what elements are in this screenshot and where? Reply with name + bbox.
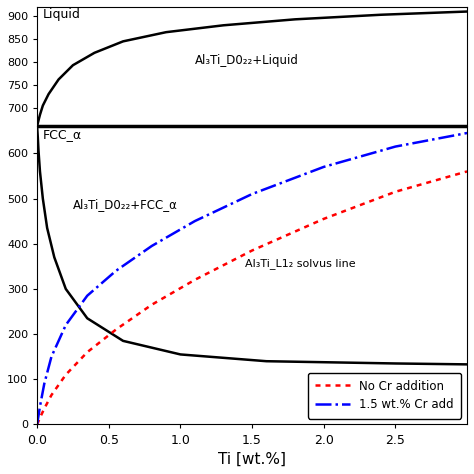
Text: Liquid: Liquid	[43, 9, 81, 21]
Text: Al₃Ti_L1₂ solvus line: Al₃Ti_L1₂ solvus line	[245, 258, 356, 269]
Text: FCC_α: FCC_α	[43, 128, 82, 140]
X-axis label: Ti [wt.%]: Ti [wt.%]	[218, 452, 286, 467]
Legend: No Cr addition, 1.5 wt.% Cr add: No Cr addition, 1.5 wt.% Cr add	[308, 373, 461, 419]
Text: Al₃Ti_D0₂₂+Liquid: Al₃Ti_D0₂₂+Liquid	[195, 55, 299, 67]
Text: Al₃Ti_D0₂₂+FCC_α: Al₃Ti_D0₂₂+FCC_α	[73, 198, 178, 210]
